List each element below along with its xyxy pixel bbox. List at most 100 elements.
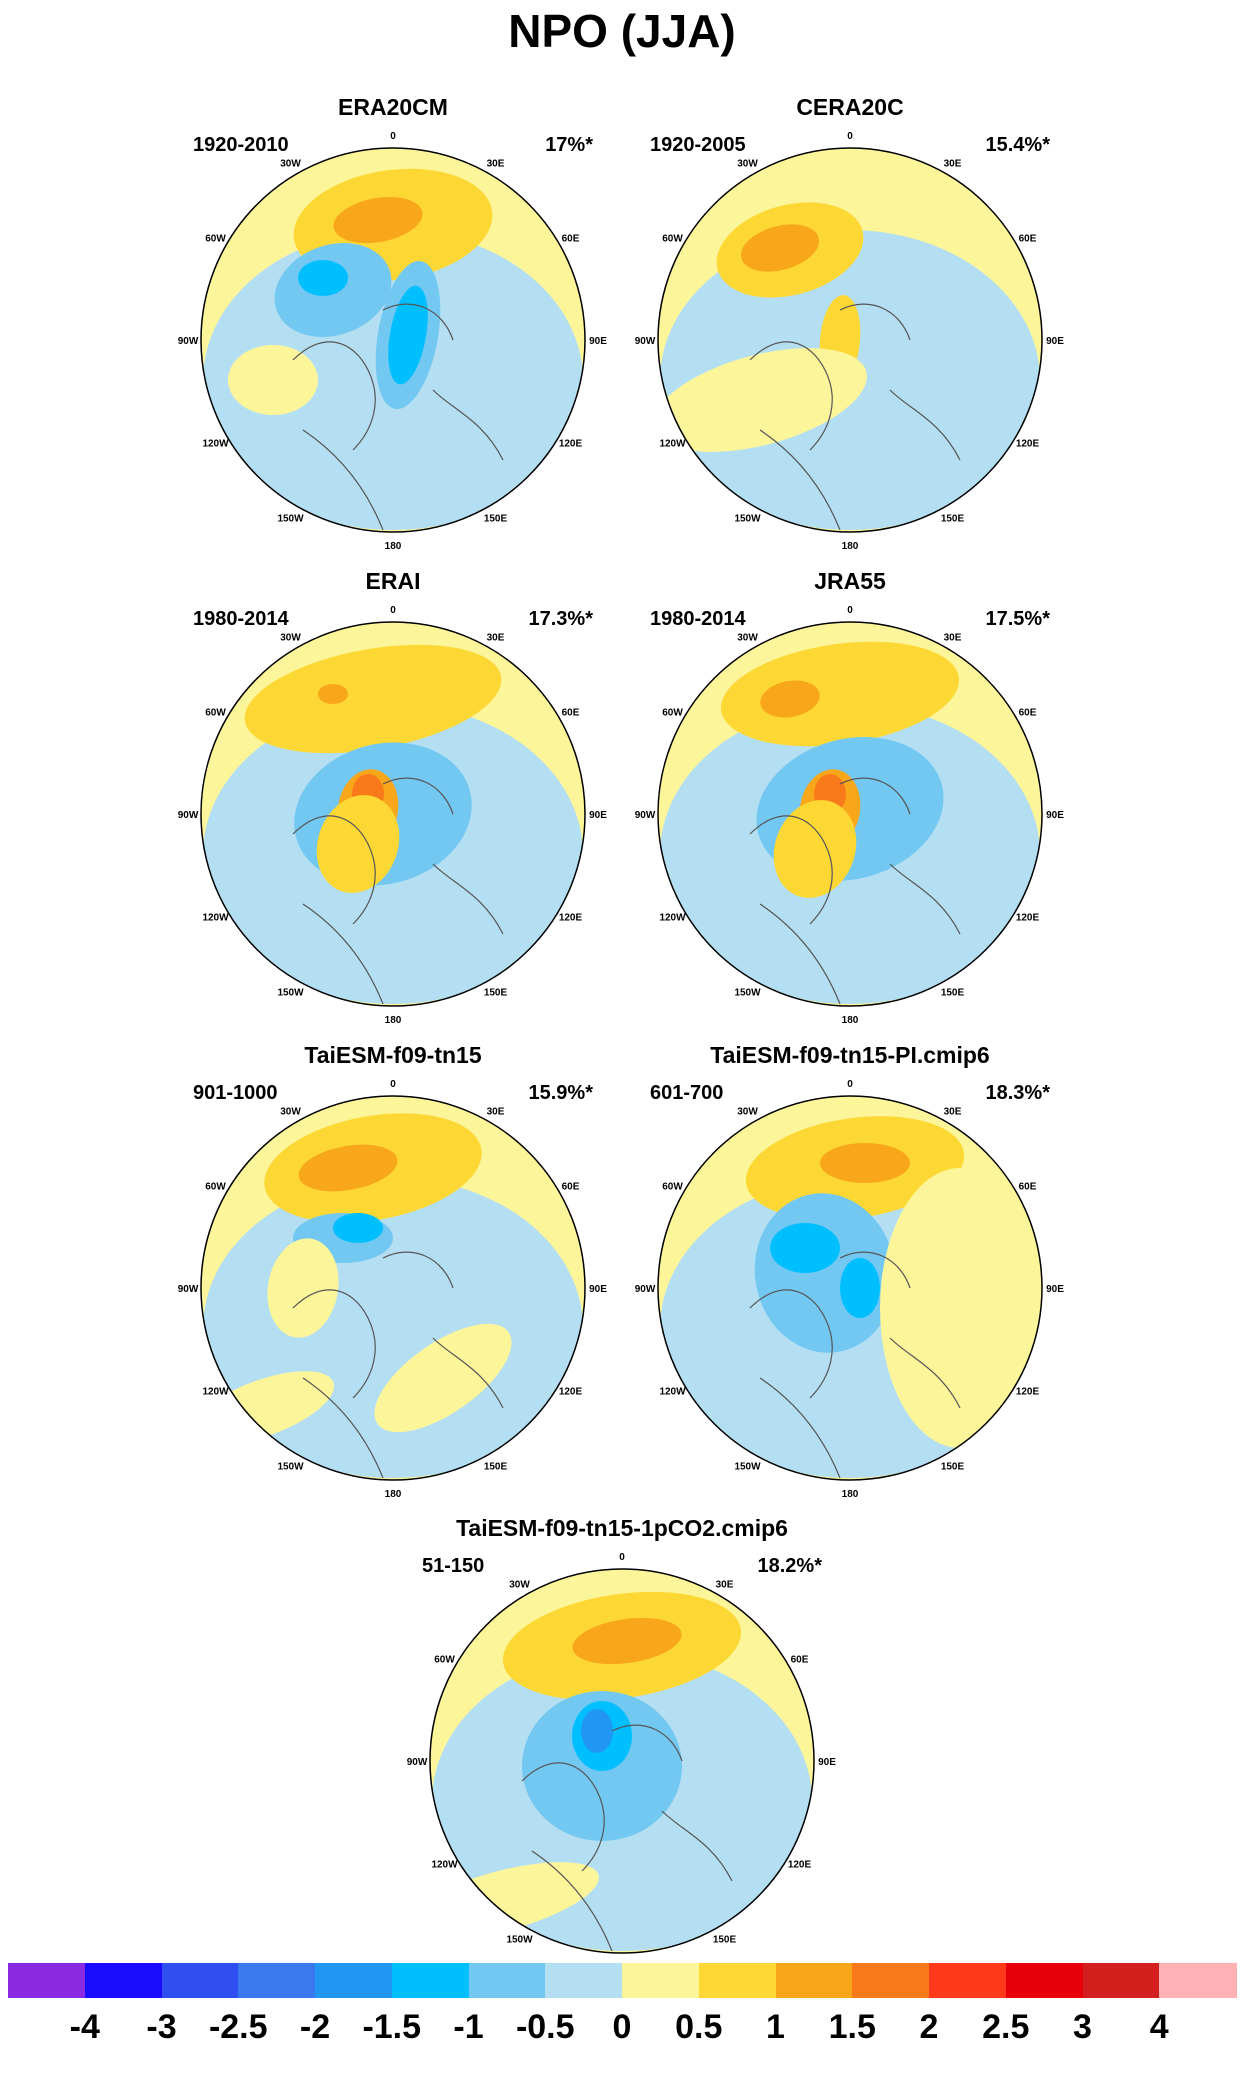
polar-stereographic-map: 180 150E 120E 90E 60E 30E 0 30W 60W 90W 120W 150W [635, 1079, 1065, 1500]
longitude-label: 120E [1016, 1387, 1040, 1398]
colorbar-swatch [622, 1963, 700, 1998]
longitude-label: 120E [788, 1860, 812, 1871]
colorbar-swatch [852, 1963, 930, 1998]
longitude-label: 120E [559, 1387, 583, 1398]
coastline [292, 777, 504, 1005]
anomaly-contour [658, 348, 867, 452]
anomaly-contour [316, 795, 400, 893]
longitude-label: 120W [202, 913, 229, 924]
anomaly-contour [880, 1168, 1040, 1448]
longitude-label: 120W [659, 913, 686, 924]
coastline [292, 1251, 504, 1479]
map-panel-era20cm: ERA20CM 1920-2010 17%* 180 150E 120E 90E 60E 30E… [178, 94, 608, 564]
panel-variance-percent: 15.4%* [985, 134, 1051, 156]
anomaly-contour [228, 345, 318, 415]
colorbar-swatch [315, 1963, 393, 1998]
anomaly-contour [374, 1323, 512, 1433]
longitude-label: 0 [390, 605, 396, 616]
polar-stereographic-map: 180 150E 120E 90E 60E 30E 0 30W 60W 90W 120W 150W [635, 605, 1065, 1026]
longitude-label: 150W [277, 988, 304, 999]
coastline [749, 303, 961, 531]
panel-variance-percent: 17%* [545, 134, 593, 156]
longitude-label: 60W [662, 1182, 683, 1193]
colorbar-swatch [545, 1963, 623, 1998]
panel-period: 901-1000 [193, 1082, 278, 1104]
longitude-label: 90W [635, 810, 656, 821]
longitude-label: 150W [734, 514, 761, 525]
longitude-label: 0 [847, 1079, 853, 1090]
colorbar-swatch [929, 1963, 1007, 1998]
longitude-label: 30W [737, 633, 758, 644]
longitude-label: 60E [562, 708, 580, 719]
longitude-label: 60W [662, 708, 683, 719]
longitude-label: 150E [484, 1462, 508, 1473]
longitude-label: 60E [1019, 234, 1037, 245]
longitude-label: 150E [713, 1935, 737, 1946]
longitude-label: 150E [484, 988, 508, 999]
panel-period: 51-150 [422, 1555, 485, 1577]
anomaly-contour [298, 260, 348, 296]
anomaly-contour [318, 684, 348, 704]
longitude-label: 60E [562, 234, 580, 245]
longitude-label: 90W [635, 1284, 656, 1295]
panel-period: 601-700 [650, 1082, 724, 1104]
anomaly-contour [388, 285, 428, 385]
longitude-label: 180 [842, 1489, 859, 1500]
map-panel-jra55: JRA55 1980-2014 17.5%* 180 150E 120E 90E 60E 30E… [635, 568, 1065, 1038]
longitude-label: 120E [1016, 913, 1040, 924]
longitude-label: 120W [659, 1387, 686, 1398]
anomaly-contour [770, 1223, 840, 1273]
colorbar-swatch [1159, 1963, 1237, 1998]
colorbar-swatch [1082, 1963, 1160, 1998]
longitude-label: 120W [202, 1387, 229, 1398]
panel-period: 1920-2005 [650, 134, 746, 156]
longitude-label: 30W [280, 1107, 301, 1118]
longitude-label: 120W [202, 439, 229, 450]
colorbar-swatch [698, 1963, 776, 1998]
longitude-label: 90E [589, 1284, 607, 1295]
map-panel-taiesm-pi: TaiESM-f09-tn15-PI.cmip6 601-700 18.3%* 180… [635, 1042, 1065, 1512]
longitude-label: 60E [1019, 708, 1037, 719]
longitude-label: 30E [487, 159, 505, 170]
panel-variance-percent: 15.9%* [528, 1082, 594, 1104]
longitude-label: 90E [1046, 810, 1064, 821]
panel-period: 1920-2010 [193, 134, 289, 156]
anomaly-contour [740, 224, 820, 272]
polar-stereographic-map: 180 150E 120E 90E 60E 30E 0 30W 60W 90W 120W 150W [178, 1079, 608, 1500]
map-border [200, 621, 586, 1007]
longitude-label: 60E [791, 1655, 809, 1666]
longitude-label: 180 [842, 541, 859, 552]
colorbar-swatch [161, 1963, 239, 1998]
longitude-label: 150E [941, 514, 965, 525]
longitude-label: 60W [434, 1655, 455, 1666]
figure-title: NPO (JJA) [508, 5, 736, 57]
longitude-label: 180 [842, 1015, 859, 1026]
panel-title: ERA20CM [338, 94, 448, 120]
longitude-label: 180 [385, 1489, 402, 1500]
anomaly-contour [244, 644, 502, 754]
map-panel-taiesm-1pco2: TaiESM-f09-tn15-1pCO2.cmip6 51-150 18.2%* 1… [407, 1515, 837, 1985]
panel-variance-percent: 18.2%* [757, 1555, 823, 1577]
anomaly-contour [760, 680, 820, 718]
longitude-label: 120E [1016, 439, 1040, 450]
colorbar-tick-label: 0.5 [675, 2008, 723, 2046]
longitude-label: 90E [589, 810, 607, 821]
panel-variance-percent: 17.3%* [528, 608, 594, 630]
panel-period: 1980-2014 [193, 608, 289, 630]
longitude-label: 60E [1019, 1182, 1037, 1193]
colorbar-tick-label: 3 [1073, 2008, 1092, 2046]
longitude-label: 60W [662, 234, 683, 245]
longitude-label: 90E [589, 336, 607, 347]
colorbar-swatch [391, 1963, 469, 1998]
longitude-label: 30W [280, 633, 301, 644]
colorbar [8, 1963, 1237, 1998]
longitude-label: 150E [484, 514, 508, 525]
longitude-label: 30E [944, 1107, 962, 1118]
colorbar-tick-label: 0 [612, 2008, 632, 2046]
polar-stereographic-map: 180 150E 120E 90E 60E 30E 0 30W 60W 90W 120W 150W [178, 131, 608, 552]
anomaly-contour [720, 641, 960, 747]
longitude-label: 0 [390, 131, 396, 142]
coastline [749, 1251, 961, 1479]
anomaly-contour [333, 196, 423, 244]
longitude-label: 30W [280, 159, 301, 170]
